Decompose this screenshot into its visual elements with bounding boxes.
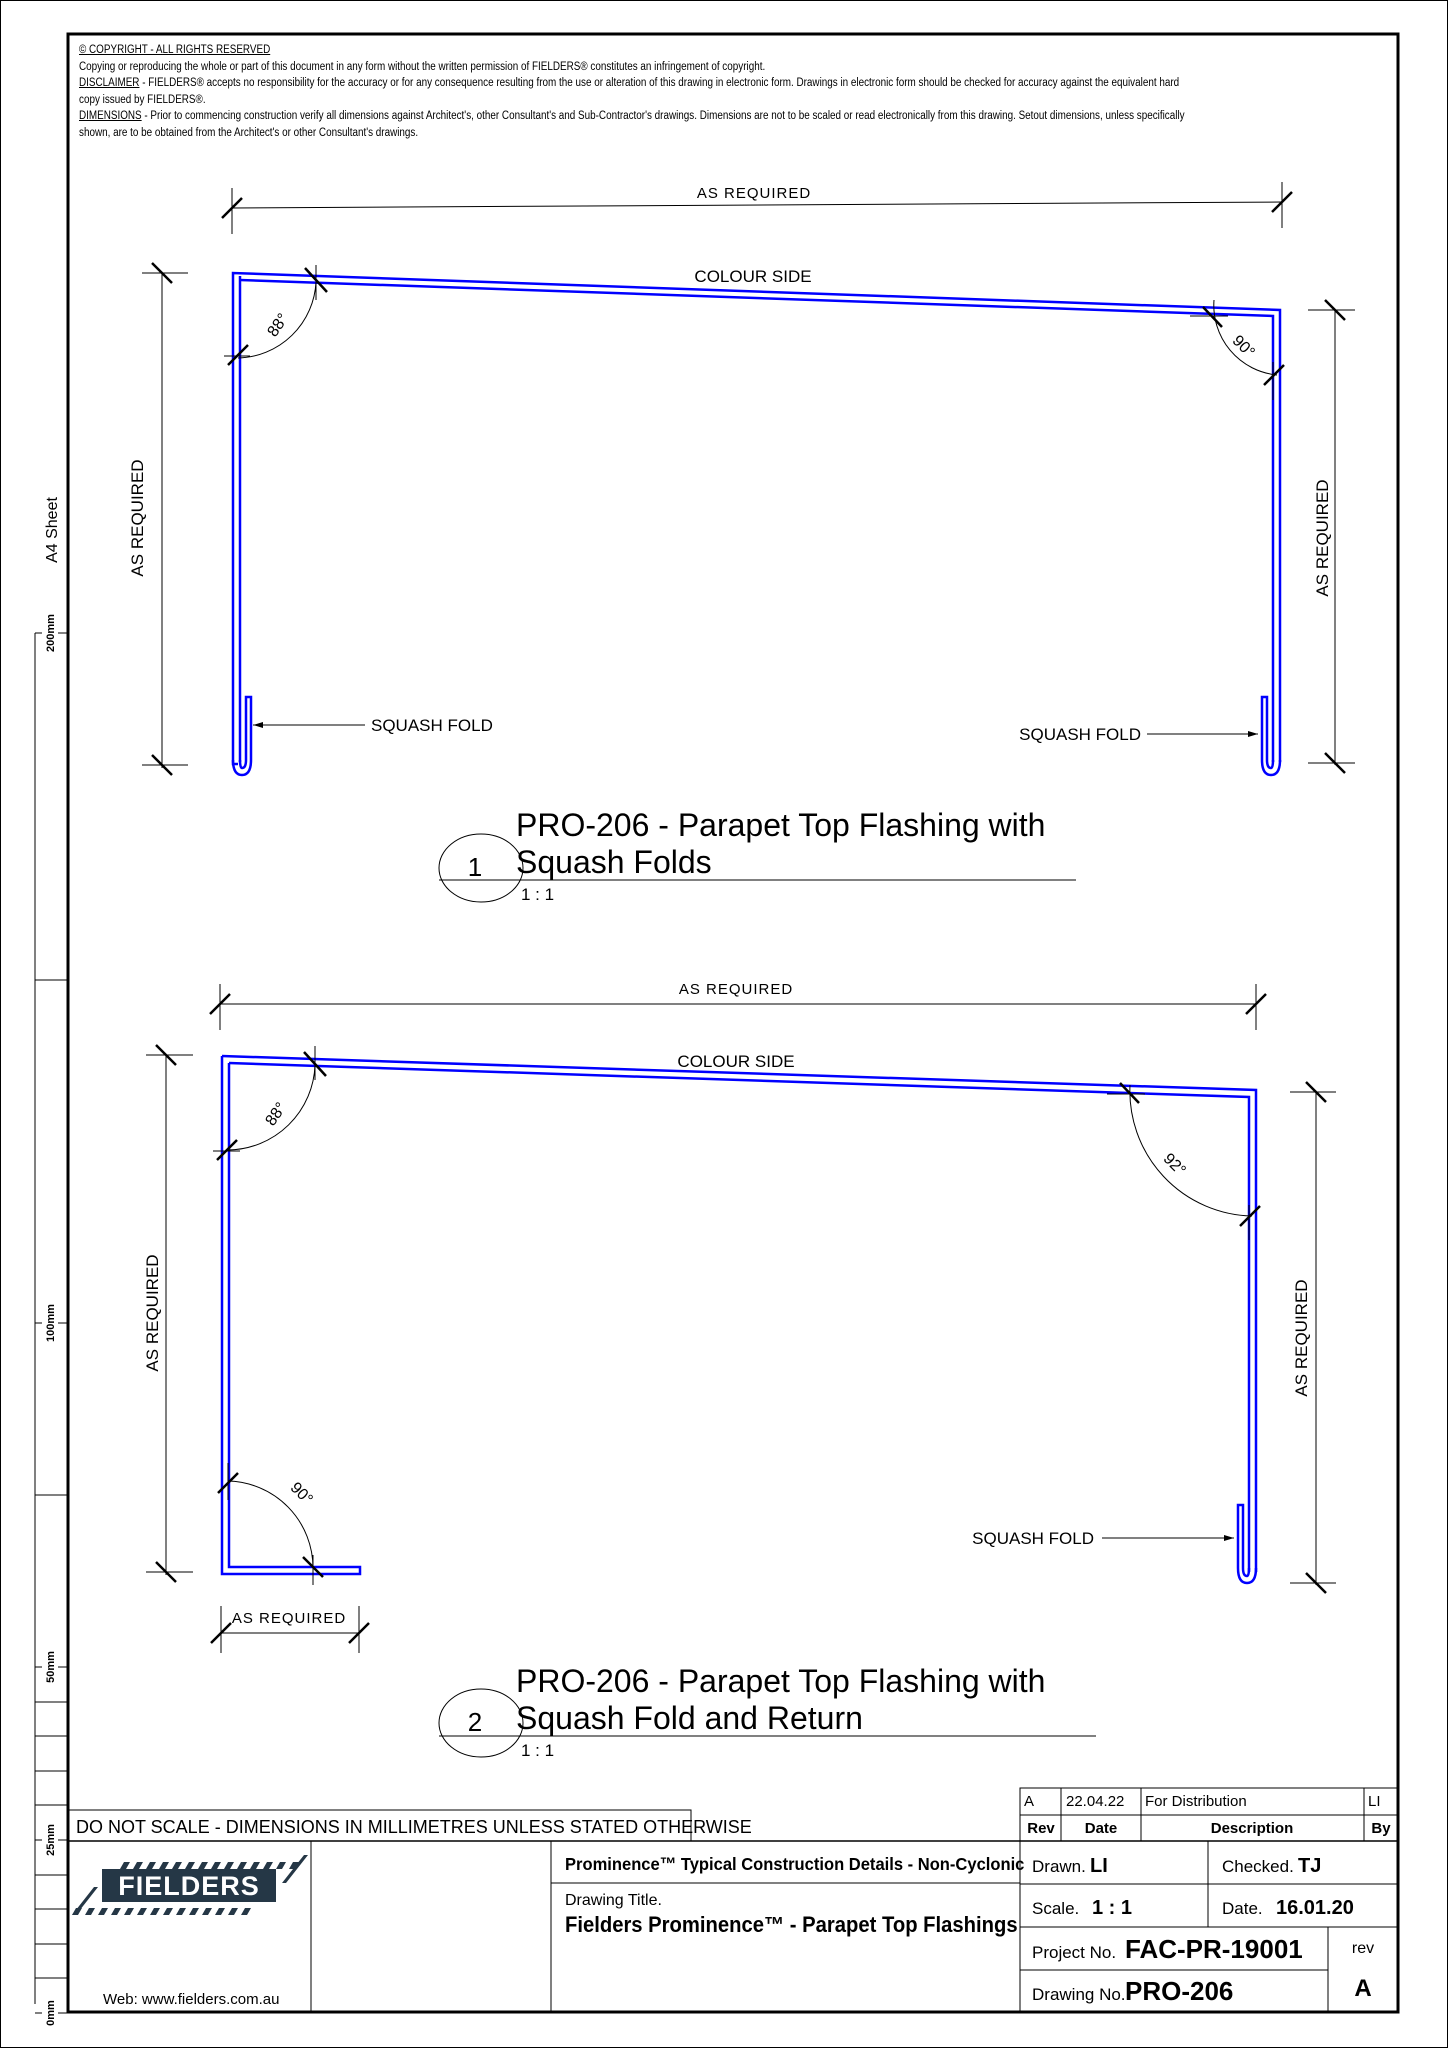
ruler-mark-0: 0mm <box>45 2000 57 2026</box>
title-block <box>68 1787 1399 2012</box>
detail2-flashing-profile <box>220 1054 1258 1585</box>
detail2-scale: 1 : 1 <box>521 1741 554 1760</box>
a4-sheet-label: A4 Sheet <box>44 497 61 563</box>
rev-row-description: For Distribution <box>1145 1793 1247 1810</box>
fielders-logo: FIELDERS <box>72 1855 308 1915</box>
detail2-number: 2 <box>468 1707 482 1737</box>
detail1-dim-top: AS REQUIRED <box>697 185 811 202</box>
detail-1: AS REQUIRED AS REQUIRED AS REQUIRED <box>128 182 1355 904</box>
drawing-title-label: Drawing Title. <box>565 1892 662 1909</box>
detail2-dim-right: AS REQUIRED <box>1292 1279 1311 1396</box>
detail1-dim-left: AS REQUIRED <box>128 459 147 576</box>
detail2-angle-bottom-left: 90° <box>287 1479 316 1508</box>
drawn-label: Drawn. <box>1032 1857 1086 1876</box>
rev-header-by: By <box>1371 1820 1391 1837</box>
rev-header-date: Date <box>1085 1820 1118 1837</box>
detail1-scale: 1 : 1 <box>521 885 554 904</box>
rev-value: A <box>1354 1975 1371 2002</box>
legal-notes: © COPYRIGHT - ALL RIGHTS RESERVED Copyin… <box>79 42 1197 141</box>
rev-row-date: 22.04.22 <box>1066 1793 1124 1810</box>
detail1-number: 1 <box>468 852 482 882</box>
drawing-title: Fielders Prominence™ - Parapet Top Flash… <box>565 1913 1018 1937</box>
detail1-title-line1: PRO-206 - Parapet Top Flashing with <box>516 807 1045 843</box>
detail2-squash-fold: SQUASH FOLD <box>972 1529 1094 1548</box>
detail-2: AS REQUIRED AS REQUIRED AS REQUIRED <box>143 981 1336 1760</box>
rev-row-by: LI <box>1368 1793 1381 1810</box>
ruler-mark-25: 25mm <box>45 1824 57 1856</box>
drawn-value: LI <box>1090 1855 1108 1877</box>
dimensions-heading: DIMENSIONS <box>79 110 142 122</box>
detail2-dim-top: AS REQUIRED <box>679 981 793 998</box>
checked-label: Checked. <box>1222 1857 1294 1876</box>
ruler-mark-50: 50mm <box>45 1651 57 1683</box>
detail1-colour-side: COLOUR SIDE <box>694 267 811 286</box>
website-link[interactable]: Web: www.fielders.com.au <box>103 1991 279 2008</box>
disclaimer-heading: DISCLAIMER <box>79 77 140 89</box>
ruler-mark-100: 100mm <box>45 1304 57 1342</box>
detail1-flashing-profile <box>231 271 1282 777</box>
detail2-angle-top-left: 88° <box>262 1100 290 1130</box>
detail2-angle-top-right: 92° <box>1160 1150 1189 1179</box>
copyright-text: Copying or reproducing the whole or part… <box>79 60 766 73</box>
project-series: Prominence™ Typical Construction Details… <box>565 1853 1025 1874</box>
project-no-value: FAC-PR-19001 <box>1125 1934 1303 1964</box>
copyright-heading: © COPYRIGHT - ALL RIGHTS RESERVED <box>79 44 271 56</box>
detail1-squash-fold-right: SQUASH FOLD <box>1019 725 1141 744</box>
rev-header-description: Description <box>1211 1820 1294 1837</box>
project-no-label: Project No. <box>1032 1943 1116 1962</box>
detail2-title-line1: PRO-206 - Parapet Top Flashing with <box>516 1663 1045 1699</box>
detail2-title-line2: Squash Fold and Return <box>516 1700 863 1736</box>
scale-value: 1 : 1 <box>1092 1897 1132 1919</box>
scale-ruler <box>34 632 68 2014</box>
detail2-dim-left: AS REQUIRED <box>143 1254 162 1371</box>
drawing-no-value: PRO-206 <box>1125 1976 1233 2006</box>
drawing-frame <box>66 32 1400 2014</box>
rev-label: rev <box>1352 1940 1374 1957</box>
detail2-dim-return: AS REQUIRED <box>232 1610 346 1627</box>
disclaimer-text: - FIELDERS® accepts no responsibility fo… <box>79 77 1180 106</box>
detail2-colour-side: COLOUR SIDE <box>677 1052 794 1071</box>
checked-value: TJ <box>1298 1855 1321 1877</box>
ruler-mark-200: 200mm <box>45 614 57 652</box>
date-label: Date. <box>1222 1899 1263 1918</box>
rev-header-rev: Rev <box>1027 1820 1055 1837</box>
detail1-squash-fold-left: SQUASH FOLD <box>371 716 493 735</box>
detail1-angle-left: 88° <box>264 311 292 341</box>
detail1-title-line2: Squash Folds <box>516 844 712 880</box>
detail1-angle-right: 90° <box>1229 332 1258 361</box>
detail1-dim-right: AS REQUIRED <box>1313 479 1332 596</box>
scale-label: Scale. <box>1032 1899 1079 1918</box>
logo-text: FIELDERS <box>118 1871 260 1901</box>
do-not-scale-note: DO NOT SCALE - DIMENSIONS IN MILLIMETRES… <box>76 1817 752 1837</box>
date-value: 16.01.20 <box>1276 1897 1354 1919</box>
dimensions-text: - Prior to commencing construction verif… <box>79 110 1185 139</box>
drawing-no-label: Drawing No. <box>1032 1985 1126 2004</box>
rev-row-rev: A <box>1024 1793 1034 1810</box>
